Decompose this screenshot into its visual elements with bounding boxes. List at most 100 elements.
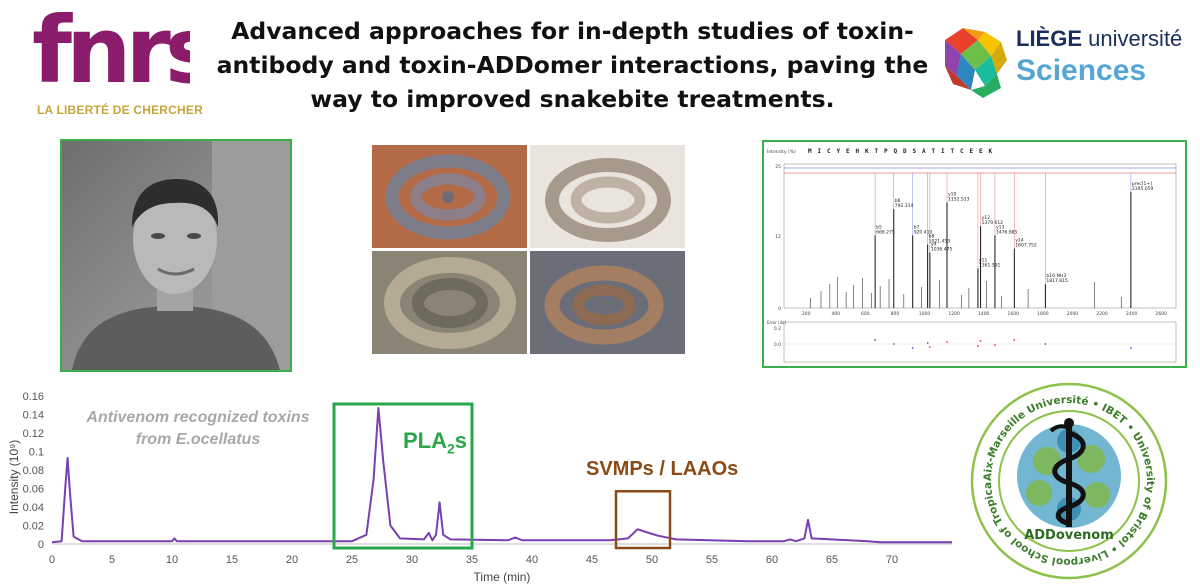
spectrum-peak-value: 1036.475 [931, 247, 953, 253]
spectrum-sequence-residue: C [960, 148, 964, 155]
spectrum-error-point [946, 341, 948, 343]
chromatogram-x-tick-label: 45 [586, 554, 598, 566]
spectrum-x-tick-label: 1400 [978, 311, 990, 317]
spectrum-x-tick-label: 1200 [948, 311, 960, 317]
pla2-annotation: PLA2s [403, 428, 467, 456]
spectrum-peak-value: 1021.453 [929, 239, 951, 245]
spectrum-peak-label: b16-NH3 [1046, 273, 1066, 279]
snake-photo-grid [372, 145, 685, 354]
spectrum-peak-value: 920.410 [914, 229, 933, 235]
pla2-highlight-box [332, 402, 474, 550]
spectrum-peak-value: 1152.513 [948, 196, 970, 202]
spectrum-peak-label: prec[1+] [1132, 181, 1152, 187]
spectrum-x-tick-label: 1600 [1008, 311, 1020, 317]
spectrum-x-tick-label: 800 [891, 311, 900, 317]
spectrum-x-tick-label: 2200 [1096, 311, 1108, 317]
spectrum-y-tick-label: 25 [775, 164, 781, 170]
page-title: Advanced approaches for in-depth studies… [216, 17, 929, 113]
chromatogram-chart: 0 0.02 0.04 0.06 0.08 0.1 0.12 0.14 0.16 0 5 10 15 20… [7, 391, 952, 584]
spectrum-error-point [1013, 339, 1016, 341]
seal-center-label: ADDovenom [1024, 528, 1114, 543]
spectrum-y-tick-label: 0 [778, 306, 781, 312]
chromatogram-y-tick-label: 0.08 [23, 465, 44, 477]
spectrum-error-point [874, 339, 877, 341]
pla2-annotation-suffix: s [454, 428, 468, 453]
pla2-annotation-text: PLA [403, 428, 447, 453]
liege-name-bold: LIÈGE [1016, 26, 1083, 51]
chromatogram-x-tick-label: 30 [406, 554, 418, 566]
spectrum-plot-frame [783, 163, 1177, 309]
spectrum-sequence-residue: K [865, 148, 869, 155]
spectrum-sequence-residue: I [941, 148, 945, 155]
spectrum-error-frame [783, 321, 1177, 363]
chromatogram-x-tick-label: 70 [886, 554, 898, 566]
spectrum-x-tick-label: 200 [802, 311, 811, 317]
spectrum-error-point [977, 345, 979, 347]
portrait-image [62, 141, 290, 370]
liege-name: LIÈGE université [1016, 26, 1182, 52]
spectrum-error-tick: 0.0 [774, 342, 781, 348]
spectrum-peak-label: y14 [1015, 238, 1024, 244]
svmp-highlight-box [614, 490, 672, 550]
spectrum-error-point [979, 340, 982, 342]
spectrum-peak-label: y9 [931, 242, 937, 248]
liege-faculty: Sciences [1016, 54, 1147, 87]
chromatogram-x-tick-label: 0 [49, 554, 55, 566]
spectrum-error-label: Error (da) [767, 320, 787, 325]
chromatogram-y-tick-label: 0.16 [23, 391, 44, 403]
spectrum-peak-value: 1361.591 [979, 262, 1001, 268]
spectrum-sequence-residue: K [989, 148, 993, 155]
spectrum-error-point [928, 346, 931, 348]
chromatogram-y-tick-label: 0.1 [29, 447, 44, 459]
spectrum-x-tick-label: 2400 [1126, 311, 1138, 317]
chromatogram-y-tick-label: 0.04 [23, 502, 44, 514]
spectrum-sequence-residue: T [951, 148, 955, 155]
fnrs-tagline: LA LIBERTÉ DE CHERCHER [37, 103, 203, 117]
chromatogram-y-tick-label: 0.14 [23, 410, 44, 422]
spectrum-error-point [892, 343, 895, 345]
spectrum-x-tick-label: 600 [861, 311, 870, 317]
chromatogram-x-tick-label: 35 [466, 554, 478, 566]
chromatogram-y-tick-label: 0.06 [23, 484, 44, 496]
spectrum-error-point [1129, 347, 1132, 349]
chromatogram-y-tick-label: 0.12 [23, 428, 44, 440]
caduceus-icon [1049, 418, 1086, 527]
spectrum-peak-value: 1476.685 [996, 229, 1018, 235]
chromatogram-x-tick-label: 65 [826, 554, 838, 566]
chromatogram-y-tick-label: 0.02 [23, 521, 44, 533]
portrait-photo [60, 139, 292, 372]
spectrum-sequence-residue: T [932, 148, 936, 155]
liege-name-regular: université [1088, 26, 1183, 51]
spectrum-y-axis-label: Intensity (%) [767, 149, 796, 155]
spectrum-error-point [911, 347, 914, 349]
chromatogram-x-tick-label: 55 [706, 554, 718, 566]
spectrum-peak-label: y11 [979, 257, 988, 263]
spectrum-error-point [926, 342, 929, 344]
spectrum-sequence-residue: M [808, 148, 812, 155]
spectrum-x-tick-label: 1800 [1037, 311, 1049, 317]
spectrum-error-point [994, 344, 996, 346]
chromatogram-y-axis-label: Intensity (10⁹) [7, 440, 21, 515]
spectrum-sequence-residue: A [922, 148, 926, 155]
spectrum-sequence-residue: D [903, 148, 907, 155]
snake-photo-3 [372, 251, 527, 354]
spectrum-peak-label: b5 [876, 224, 882, 230]
spectrum-y-tick-label: 12 [775, 234, 781, 240]
snake-photo-2 [530, 145, 685, 248]
spectrum-sequence-residue: Q [894, 148, 898, 155]
spectrum-sequence-residue: E [979, 148, 983, 155]
spectrum-sequence-residue: I [818, 148, 822, 155]
chromatogram-x-tick-label: 5 [109, 554, 115, 566]
spectrum-peak-label: y13 [996, 224, 1005, 230]
chromatogram-x-tick-label: 50 [646, 554, 658, 566]
spectrum-x-tick-label: 400 [831, 311, 840, 317]
snake-photo-4 [530, 251, 685, 354]
spectrum-sequence-residue: E [970, 148, 974, 155]
addovenom-seal: Aix-Marseille Université • IBET • Univer… [969, 381, 1168, 580]
spectrum-peak-value: 666.275 [876, 229, 895, 235]
spectrum-sequence-residue: Y [837, 148, 841, 155]
spectrum-sequence-residue: T [875, 148, 879, 155]
spectrum-sequence-residue: H [856, 148, 860, 155]
svmp-annotation: SVMPs / LAAOs [586, 458, 739, 480]
